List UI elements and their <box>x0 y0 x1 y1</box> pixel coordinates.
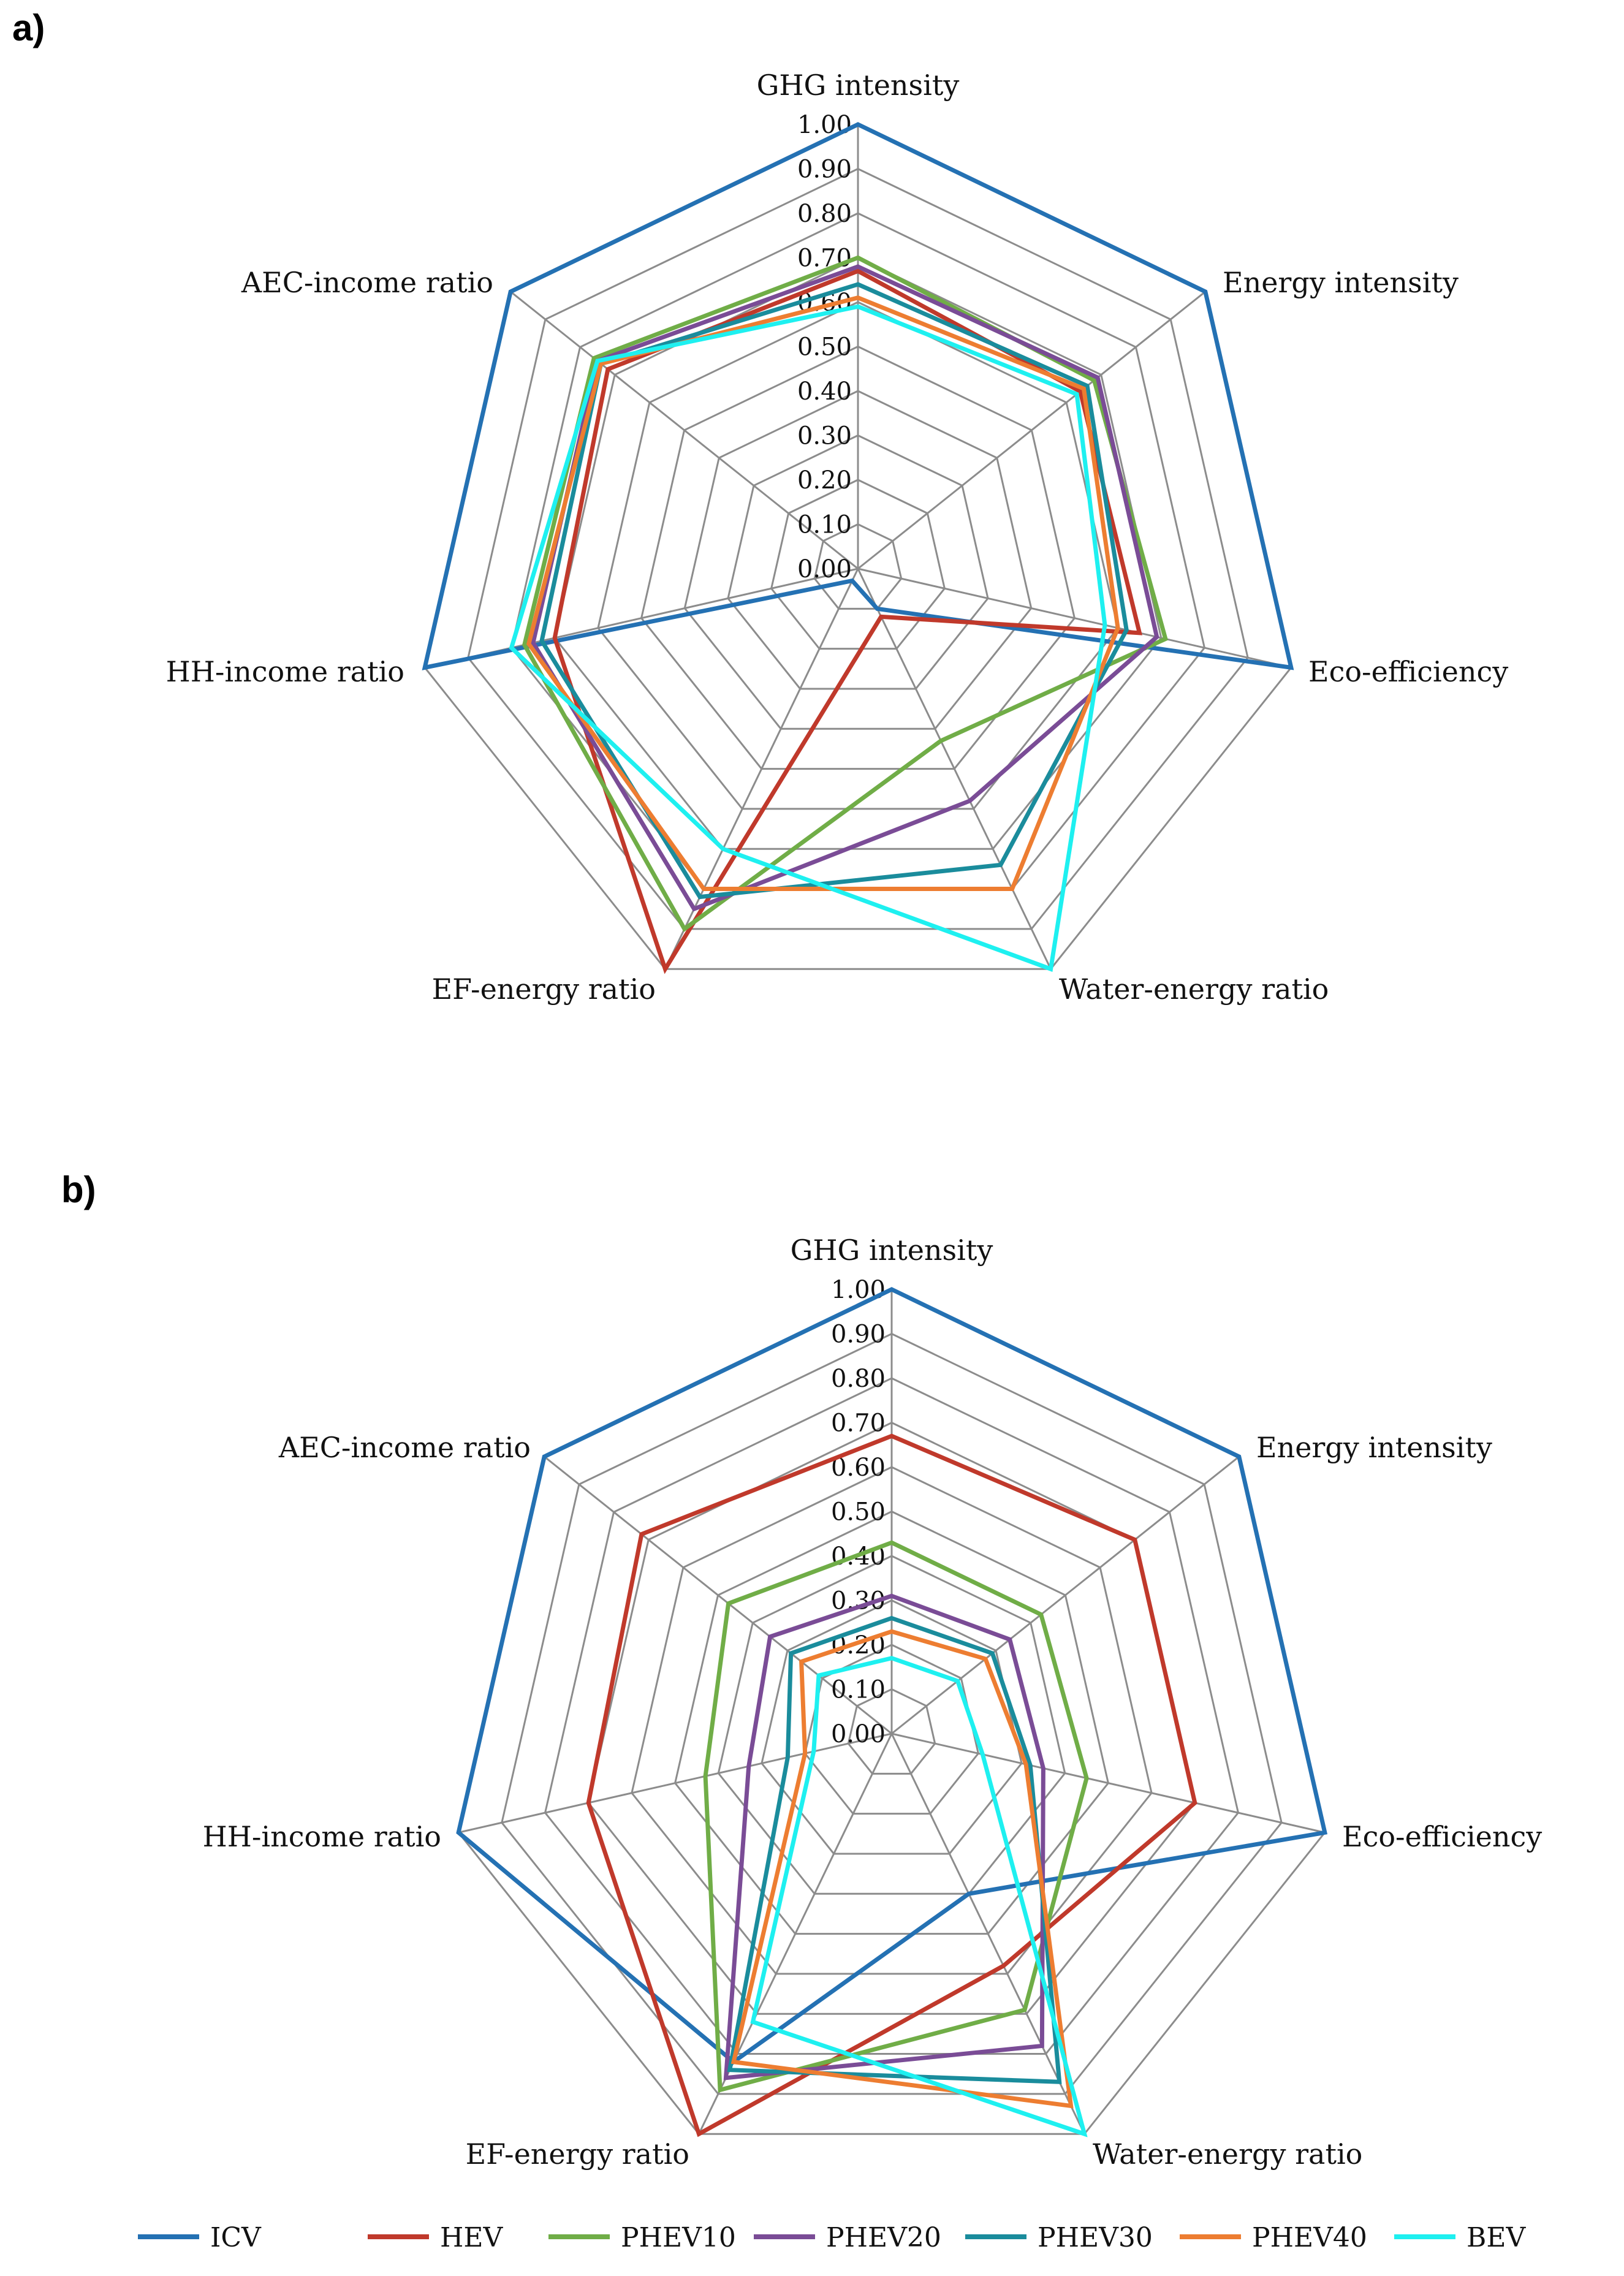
grid-ring <box>467 167 1249 930</box>
grid-ring <box>597 301 1119 810</box>
axis-label-water-energy-ratio: Water-energy ratio <box>1093 2138 1362 2171</box>
legend-item-phev40: PHEV40 <box>1180 2222 1367 2253</box>
tick-label: 0.90 <box>797 156 852 184</box>
axis-label-eco-efficiency: Eco-efficiency <box>1308 655 1508 688</box>
axis-spoke <box>510 290 859 570</box>
legend-label: PHEV20 <box>826 2222 941 2253</box>
axis-label-ef-energy-ratio: EF-energy ratio <box>466 2138 689 2171</box>
grid-ring <box>553 256 1163 850</box>
grid-ring <box>501 1332 1283 2095</box>
axis-label-energy-intensity: Energy intensity <box>1256 1431 1492 1464</box>
radar-chart-b: b)1.000.900.800.700.600.500.400.300.200.… <box>61 1169 1542 2171</box>
tick-label: 1.00 <box>831 1276 886 1304</box>
axis-label-water-energy-ratio: Water-energy ratio <box>1059 973 1329 1006</box>
legend-label: HEV <box>440 2222 503 2253</box>
tick-label: 0.80 <box>797 200 852 228</box>
grid-ring <box>674 1510 1110 1935</box>
axis-label-aec-income-ratio: AEC-income ratio <box>278 1431 531 1464</box>
legend-item-phev10: PHEV10 <box>548 2222 736 2253</box>
grid-ring <box>640 345 1076 770</box>
tick-label: 0.20 <box>797 466 852 495</box>
legend-item-phev30: PHEV30 <box>965 2222 1153 2253</box>
tick-label: 0.10 <box>797 511 852 539</box>
axis-label-eco-efficiency: Eco-efficiency <box>1342 1820 1542 1853</box>
axis-spoke <box>890 1733 1085 2134</box>
series-icv-line <box>422 122 1294 670</box>
legend-label: PHEV10 <box>621 2222 736 2253</box>
axis-label-ghg-intensity: GHG intensity <box>757 69 960 102</box>
axis-spoke <box>891 1732 1326 1834</box>
tick-label: 0.70 <box>831 1409 886 1438</box>
axis-spoke <box>857 567 1292 669</box>
series-icv-line <box>456 1287 1328 2065</box>
tick-label: 0.90 <box>831 1321 886 1349</box>
axis-spoke <box>544 1455 892 1735</box>
series-phev20-line <box>531 264 1159 912</box>
grid-ring <box>727 434 989 690</box>
tick-label: 0.50 <box>797 333 852 362</box>
grid-ring <box>631 1466 1153 1975</box>
axis-spoke <box>891 1455 1240 1735</box>
series-phev30-line <box>727 1615 1062 2084</box>
legend-label: BEV <box>1467 2222 1526 2253</box>
axis-label-energy-intensity: Energy intensity <box>1223 266 1459 299</box>
grid-ring <box>761 1599 1023 1855</box>
tick-label: 0.00 <box>797 555 852 583</box>
radar-chart-a: a)1.000.900.800.700.600.500.400.300.200.… <box>12 7 1508 1006</box>
grid-ring <box>847 1688 936 1775</box>
legend-item-hev: HEV <box>368 2222 503 2253</box>
series-bev-line <box>750 1656 1088 2138</box>
panel-label: b) <box>61 1169 96 1210</box>
axis-label-aec-income-ratio: AEC-income ratio <box>241 266 493 299</box>
series-phev40-line <box>526 295 1120 892</box>
tick-label: 0.80 <box>831 1365 886 1393</box>
legend-item-phev20: PHEV20 <box>754 2222 941 2253</box>
axis-spoke <box>857 568 1052 969</box>
legend-label: PHEV30 <box>1038 2222 1153 2253</box>
tick-label: 0.70 <box>797 245 852 273</box>
axis-spoke <box>664 568 859 969</box>
series-phev20-line <box>723 1593 1045 2081</box>
tick-label: 0.00 <box>831 1720 886 1748</box>
axis-spoke <box>458 1732 892 1834</box>
tick-label: 0.10 <box>831 1676 886 1704</box>
tick-label: 0.30 <box>797 422 852 450</box>
series-phev10-line <box>703 1540 1089 2093</box>
legend-item-icv: ICV <box>138 2222 262 2253</box>
tick-label: 0.40 <box>797 377 852 406</box>
panel-label: a) <box>12 7 45 48</box>
tick-label: 0.50 <box>831 1498 886 1527</box>
grid-ring <box>717 1555 1066 1895</box>
axis-label-ef-energy-ratio: EF-energy ratio <box>432 973 656 1006</box>
axis-spoke <box>857 290 1206 570</box>
grid-ring <box>813 523 903 610</box>
axis-label-hh-income-ratio: HH-income ratio <box>203 1820 441 1853</box>
tick-label: 1.00 <box>797 111 852 139</box>
grid-ring <box>544 1377 1240 2055</box>
legend-item-bev: BEV <box>1394 2222 1526 2253</box>
axis-label-ghg-intensity: GHG intensity <box>791 1234 993 1267</box>
legend-label: PHEV40 <box>1252 2222 1367 2253</box>
legend: ICV HEV PHEV10 PHEV20 PHEV30 PHEV40 BEV <box>138 2222 1526 2253</box>
series-bev-line <box>509 304 1107 972</box>
axis-label-hh-income-ratio: HH-income ratio <box>166 655 404 688</box>
legend-label: ICV <box>210 2222 262 2253</box>
series-phev40-line <box>730 1629 1074 2109</box>
grid-ring <box>683 390 1033 730</box>
grid-ring <box>770 479 946 650</box>
series-hev-line <box>586 1433 1197 2138</box>
